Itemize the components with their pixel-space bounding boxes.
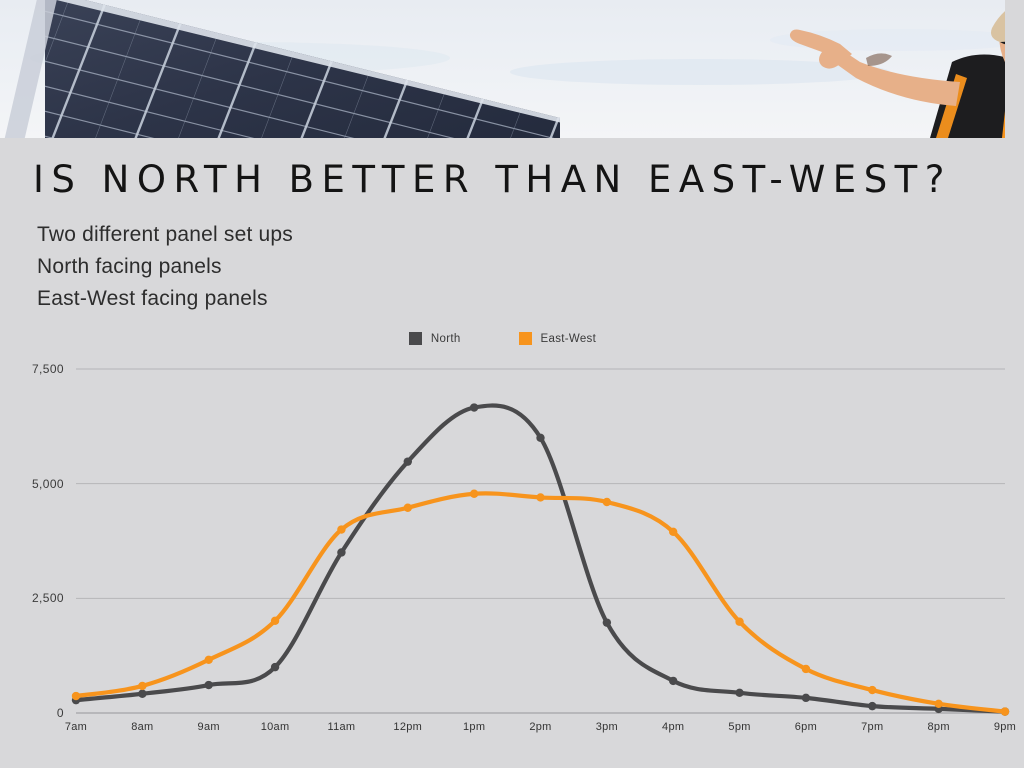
x-axis-tick-label: 4pm — [662, 721, 685, 733]
y-axis-tick-label: 2,500 — [31, 591, 64, 606]
series-point-east-west[interactable] — [138, 681, 147, 691]
x-axis-tick-label: 3pm — [595, 721, 618, 733]
x-axis-tick-label: 8pm — [927, 721, 950, 733]
series-point-east-west[interactable] — [270, 616, 280, 626]
series-point-north[interactable] — [469, 403, 479, 412]
series-point-north[interactable] — [270, 662, 280, 672]
x-axis-labels: 7am 8am 9am 10am 11am 12pm 1pm 2pm 3pm 4pm 5pm 6pm 7… — [0, 355, 1024, 733]
x-axis-tick-label: 1pm — [462, 721, 486, 733]
subtitle-line-2: North facing panels — [37, 255, 222, 278]
x-axis-tick-label: 9am — [197, 721, 220, 733]
series-point-north[interactable] — [403, 457, 412, 466]
series-point-east-west[interactable] — [934, 699, 943, 709]
chart-legend: North East-West — [0, 332, 1005, 345]
series-point-east-west[interactable] — [337, 525, 346, 534]
series-point-east-west[interactable] — [469, 489, 479, 498]
x-axis-tick-label: 6pm — [794, 721, 818, 733]
series-point-east-west[interactable] — [71, 691, 81, 701]
legend-label: North — [430, 332, 461, 345]
x-axis-tick-label: 8am — [131, 721, 154, 733]
legend-item-north[interactable]: North — [408, 332, 461, 345]
x-axis-tick-label: 9pm — [993, 721, 1017, 733]
series-line-north — [73, 403, 1008, 714]
x-axis-tick-label: 10am — [260, 721, 290, 733]
series-point-north[interactable] — [337, 548, 346, 557]
page-title: IS NORTH BETTER THAN EAST-WEST? — [33, 158, 952, 201]
series-point-east-west[interactable] — [1000, 707, 1010, 716]
x-axis-tick-label: 5pm — [728, 721, 751, 733]
series-point-north[interactable] — [801, 693, 811, 703]
series-point-east-west[interactable] — [204, 655, 213, 664]
series-point-north[interactable] — [204, 680, 213, 690]
chart-plot-area — [0, 355, 1024, 725]
series-point-north[interactable] — [536, 433, 545, 442]
y-axis-tick-label: 5,000 — [31, 476, 64, 491]
series-point-east-west[interactable] — [403, 503, 412, 512]
y-axis-labels: 0 2,500 5,000 7,500 — [0, 355, 76, 725]
series-point-east-west[interactable] — [602, 497, 612, 507]
series-point-north[interactable] — [735, 688, 744, 698]
series-point-east-west[interactable] — [801, 664, 811, 674]
x-axis-tick-label: 7pm — [861, 721, 884, 733]
series-point-east-west[interactable] — [868, 685, 877, 695]
x-axis-tick-label: 2pm — [529, 721, 552, 733]
y-axis-tick-label: 7,500 — [31, 362, 64, 376]
series-point-east-west[interactable] — [735, 617, 744, 626]
legend-swatch-icon — [518, 332, 532, 345]
legend-label: East-West — [540, 332, 597, 345]
series-point-east-west[interactable] — [669, 527, 678, 537]
legend-item-east-west[interactable]: East-West — [518, 332, 597, 345]
solar-output-line-chart: 0 2,500 5,000 7,500 7am 8am 9am 10am 11am 12pm 1p… — [0, 355, 1024, 755]
hero-photo-illustration — [0, 0, 1005, 138]
series-point-north[interactable] — [669, 676, 678, 686]
subtitle-line-3: East-West facing panels — [37, 287, 268, 310]
series-point-north[interactable] — [138, 689, 147, 698]
series-point-north[interactable] — [602, 618, 612, 627]
x-axis-tick-label: 12pm — [393, 721, 423, 733]
series-point-east-west[interactable] — [536, 493, 545, 502]
chart-svg — [71, 368, 1010, 716]
hero-photo — [0, 0, 1005, 138]
legend-swatch-icon — [408, 332, 422, 345]
subtitle-line-1: Two different panel set ups — [37, 223, 294, 246]
series-point-north[interactable] — [868, 701, 877, 711]
series-line-east-west — [73, 491, 1008, 714]
x-axis-tick-label: 7am — [64, 721, 88, 733]
x-axis-tick-label: 11am — [327, 721, 356, 733]
y-axis-tick-label: 0 — [56, 706, 64, 720]
